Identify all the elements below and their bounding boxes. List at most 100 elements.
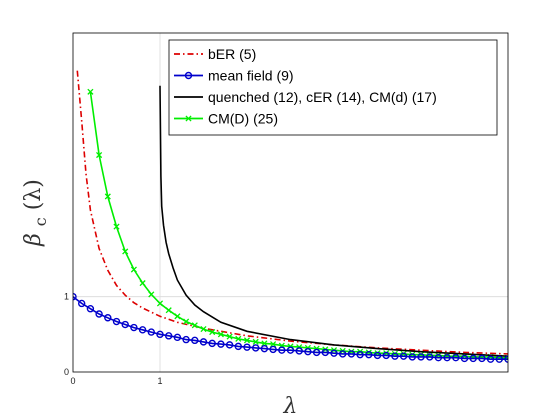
data-point	[156, 330, 164, 339]
legend-label: CM(D) (25)	[208, 111, 278, 127]
data-point	[104, 193, 111, 200]
data-point	[199, 338, 208, 346]
data-point	[278, 346, 286, 354]
data-point	[434, 353, 443, 362]
data-point	[173, 333, 182, 342]
data-point	[156, 300, 164, 307]
data-point	[139, 280, 146, 287]
legend-items: bER (5) mean field (9) quenched (12), cER …	[174, 46, 437, 127]
data-point	[486, 355, 495, 363]
data-point	[165, 307, 172, 314]
series-quenched-12-cer-14-cm-d-17	[159, 85, 508, 357]
tick-labels: 0 1 0 1	[64, 292, 163, 386]
data-point	[113, 223, 120, 230]
data-point	[295, 347, 303, 355]
data-point	[312, 348, 321, 357]
data-point	[235, 335, 242, 342]
data-point	[321, 348, 329, 357]
data-point	[443, 353, 451, 362]
y-tick-label: 1	[64, 292, 69, 302]
legend: bER (5) mean field (9) quenched (12), cER …	[168, 39, 498, 136]
data-point	[164, 332, 173, 340]
data-point	[234, 342, 243, 351]
data-point	[304, 347, 312, 356]
data-point	[96, 151, 103, 159]
data-point	[191, 322, 198, 329]
series-layer	[73, 70, 508, 363]
series-line	[73, 296, 508, 361]
legend-item-quenched-12-cer-14-cm-d-17: quenched (12), cER (14), CM(d) (17)	[174, 89, 437, 105]
data-point	[183, 318, 190, 325]
data-point	[225, 341, 234, 349]
data-point	[217, 331, 224, 338]
data-point	[174, 313, 181, 320]
series-line	[159, 85, 508, 357]
data-point	[399, 352, 408, 360]
data-point	[130, 266, 137, 273]
data-point	[200, 326, 207, 333]
y-axis-label-arg: (λ)	[21, 179, 46, 210]
legend-marker	[185, 115, 192, 122]
data-point	[217, 340, 225, 348]
data-point	[112, 317, 121, 326]
legend-marker	[184, 71, 193, 80]
legend-label: bER (5)	[208, 46, 256, 62]
data-point	[104, 314, 112, 322]
data-point	[478, 354, 486, 363]
legend-label: quenched (12), cER (14), CM(d) (17)	[208, 89, 437, 105]
legend-item-cm-d-25: CM(D) (25)	[174, 111, 278, 127]
x-tick-label: 1	[157, 376, 162, 386]
data-point	[251, 344, 260, 352]
data-point	[452, 353, 460, 362]
data-point	[147, 328, 156, 336]
series-mean-field-9	[73, 292, 508, 363]
x-tick-label: 0	[70, 376, 75, 386]
data-point	[252, 338, 259, 345]
data-point	[209, 329, 216, 336]
x-axis-label: λ	[283, 394, 298, 419]
data-point	[130, 323, 138, 332]
data-point	[260, 344, 269, 353]
legend-label: mean field (9)	[208, 68, 294, 84]
data-point	[286, 346, 295, 354]
data-point	[504, 355, 508, 363]
legend-item-mean-field-9: mean field (9)	[174, 68, 294, 84]
y-tick-label: 0	[64, 367, 69, 377]
data-point	[243, 343, 251, 351]
data-point	[148, 291, 155, 298]
data-point	[95, 310, 103, 318]
data-point	[460, 354, 469, 363]
data-point	[191, 336, 199, 345]
data-point	[243, 337, 251, 344]
data-point	[391, 352, 399, 360]
data-point	[86, 305, 95, 313]
data-point	[339, 350, 347, 358]
data-point	[208, 339, 216, 348]
legend-item-ber-5: bER (5)	[174, 46, 256, 62]
data-point	[373, 351, 382, 360]
y-axis-label: β c (λ)	[21, 179, 52, 247]
data-point	[417, 353, 425, 361]
data-point	[365, 350, 373, 359]
data-point	[495, 355, 503, 363]
data-point	[182, 335, 190, 344]
y-axis-label-sub: c	[31, 217, 50, 226]
data-point	[382, 351, 390, 360]
data-point	[138, 326, 147, 334]
plot-frame	[72, 32, 509, 373]
data-point	[426, 353, 434, 361]
data-point	[469, 354, 477, 363]
data-point	[408, 353, 416, 361]
data-point	[77, 299, 86, 308]
data-point	[270, 341, 277, 348]
data-point	[87, 88, 94, 95]
data-point	[261, 340, 268, 347]
data-point	[347, 350, 356, 358]
legend-box	[168, 39, 498, 136]
data-point	[269, 345, 277, 354]
data-point	[330, 349, 338, 357]
data-point	[356, 350, 364, 359]
data-point	[226, 333, 233, 340]
data-point	[122, 248, 129, 255]
